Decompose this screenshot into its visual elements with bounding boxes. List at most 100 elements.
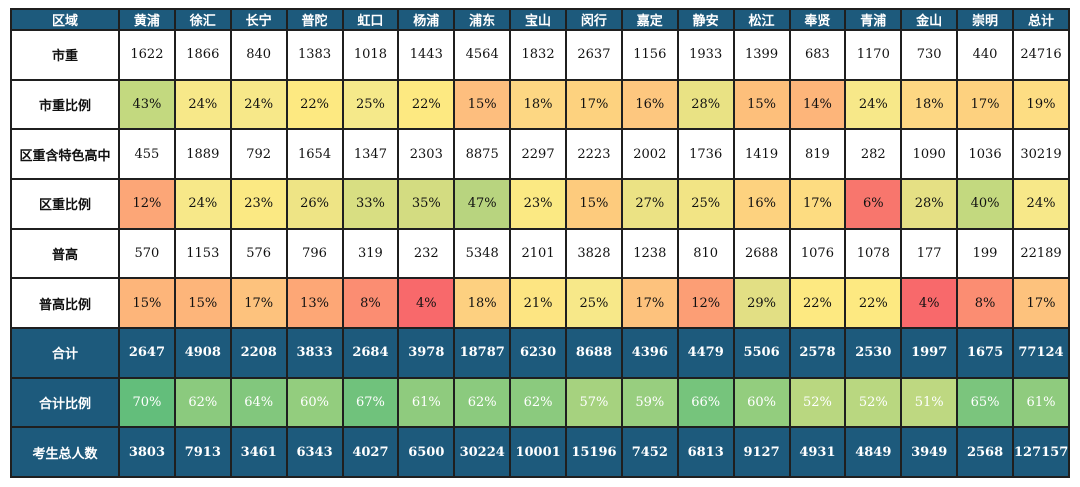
- table-cell: 6230: [509, 326, 567, 379]
- table-cell: 70%: [118, 376, 176, 429]
- header-district-cell: 长宁: [229, 8, 288, 31]
- table-cell: 199: [956, 227, 1014, 280]
- table-cell: 3833: [285, 326, 344, 379]
- table-cell: 15%: [732, 78, 791, 131]
- table-cell: 15%: [565, 177, 623, 230]
- table-cell: 22189: [1012, 227, 1070, 280]
- table-cell: 1078: [844, 227, 903, 280]
- table-cell: 1347: [341, 128, 400, 180]
- table-cell: 25%: [565, 277, 623, 329]
- table-cell: 9127: [732, 426, 791, 478]
- row-label: 合计: [10, 326, 120, 379]
- row-label: 市重: [10, 29, 120, 81]
- table-cell: 21%: [509, 277, 567, 329]
- table-cell: 59%: [620, 376, 679, 429]
- header-district-cell: 虹口: [341, 8, 400, 31]
- table-cell: 319: [341, 227, 400, 280]
- table-cell: 2223: [565, 128, 623, 180]
- table-cell: 2002: [620, 128, 679, 180]
- table-cell: 67%: [341, 376, 400, 429]
- table-cell: 47%: [453, 177, 512, 230]
- table-cell: 14%: [788, 78, 847, 131]
- table-cell: 2637: [565, 29, 623, 81]
- row-label: 合计比例: [10, 376, 120, 429]
- table-cell: 2101: [509, 227, 567, 280]
- table-row: 普高比例 15% 15% 17% 13% 8% 4% 18% 21% 25% 17% 12% 29% 22…: [10, 277, 1070, 329]
- table-cell: 64%: [229, 376, 288, 429]
- table-cell: 24716: [1012, 29, 1070, 81]
- table-cell: 8%: [341, 277, 400, 329]
- table-cell: 2297: [509, 128, 567, 180]
- table-cell: 18%: [453, 277, 512, 329]
- table-row: 合计 2647 4908 2208 3833 2684 3978 18787 6230 8688 4…: [10, 326, 1070, 379]
- table-cell: 66%: [676, 376, 735, 429]
- table-cell: 2647: [118, 326, 176, 379]
- table-cell: 4931: [788, 426, 847, 478]
- header-district-cell: 嘉定: [620, 8, 679, 31]
- table-cell: 19%: [1012, 78, 1070, 131]
- table-cell: 52%: [788, 376, 847, 429]
- table-cell: 13%: [285, 277, 344, 329]
- table-cell: 10001: [509, 426, 567, 478]
- table-cell: 232: [397, 227, 456, 280]
- table-cell: 17%: [1012, 277, 1070, 329]
- table-cell: 4564: [453, 29, 512, 81]
- table-cell: 2578: [788, 326, 847, 379]
- table-cell: 3803: [118, 426, 176, 478]
- table-cell: 57%: [565, 376, 623, 429]
- row-label: 考生总人数: [10, 426, 120, 478]
- table-cell: 4396: [620, 326, 679, 379]
- table-cell: 1933: [676, 29, 735, 81]
- table-cell: 4479: [676, 326, 735, 379]
- table-cell: 1675: [956, 326, 1014, 379]
- table-cell: 8%: [956, 277, 1014, 329]
- table-cell: 61%: [1012, 376, 1070, 429]
- table-cell: 17%: [788, 177, 847, 230]
- table-cell: 18%: [509, 78, 567, 131]
- table-cell: 1399: [732, 29, 791, 81]
- table-cell: 1419: [732, 128, 791, 180]
- table-cell: 576: [229, 227, 288, 280]
- table-cell: 24%: [1012, 177, 1070, 230]
- table-cell: 4%: [397, 277, 456, 329]
- table-row: 区重含特色高中 455 1889 792 1654 1347 2303 8875 2297 222…: [10, 128, 1070, 180]
- table-cell: 30224: [453, 426, 512, 478]
- table-cell: 2688: [732, 227, 791, 280]
- table-cell: 26%: [285, 177, 344, 230]
- header-district-cell: 徐汇: [173, 8, 232, 31]
- table-cell: 24%: [173, 177, 232, 230]
- header-district-cell: 静安: [676, 8, 735, 31]
- table-cell: 7913: [173, 426, 232, 478]
- header-district-cell: 杨浦: [397, 8, 456, 31]
- table-cell: 65%: [956, 376, 1014, 429]
- table-cell: 30219: [1012, 128, 1070, 180]
- table-cell: 1156: [620, 29, 679, 81]
- header-district-cell: 奉贤: [788, 8, 847, 31]
- table-cell: 35%: [397, 177, 456, 230]
- table-row: 考生总人数 3803 7913 3461 6343 4027 6500 30224 10001 1…: [10, 426, 1070, 478]
- row-label: 普高: [10, 227, 120, 280]
- table-cell: 62%: [453, 376, 512, 429]
- table-cell: 25%: [341, 78, 400, 131]
- table-cell: 24%: [229, 78, 288, 131]
- table-cell: 1238: [620, 227, 679, 280]
- score-distribution-table: 区域 黄浦 徐汇 长宁 普陀 虹口 杨浦 浦东 宝山 闵行 嘉定 静安 松江 奉贤 青浦 金山 崇明 总计 市重 1…: [10, 8, 1070, 478]
- table-cell: 60%: [285, 376, 344, 429]
- table-cell: 17%: [229, 277, 288, 329]
- table-cell: 455: [118, 128, 176, 180]
- table-cell: 12%: [676, 277, 735, 329]
- table-cell: 1018: [341, 29, 400, 81]
- table-cell: 52%: [844, 376, 903, 429]
- table-cell: 5348: [453, 227, 512, 280]
- table-cell: 1832: [509, 29, 567, 81]
- table-cell: 33%: [341, 177, 400, 230]
- table-cell: 2208: [229, 326, 288, 379]
- table-cell: 18%: [900, 78, 959, 131]
- table-row: 区重比例 12% 24% 23% 26% 33% 35% 47% 23% 15% 27% 25% 16%…: [10, 177, 1070, 230]
- table-cell: 177: [900, 227, 959, 280]
- row-label: 区重比例: [10, 177, 120, 230]
- table-cell: 2684: [341, 326, 400, 379]
- table-cell: 4908: [173, 326, 232, 379]
- table-cell: 2530: [844, 326, 903, 379]
- table-cell: 17%: [565, 78, 623, 131]
